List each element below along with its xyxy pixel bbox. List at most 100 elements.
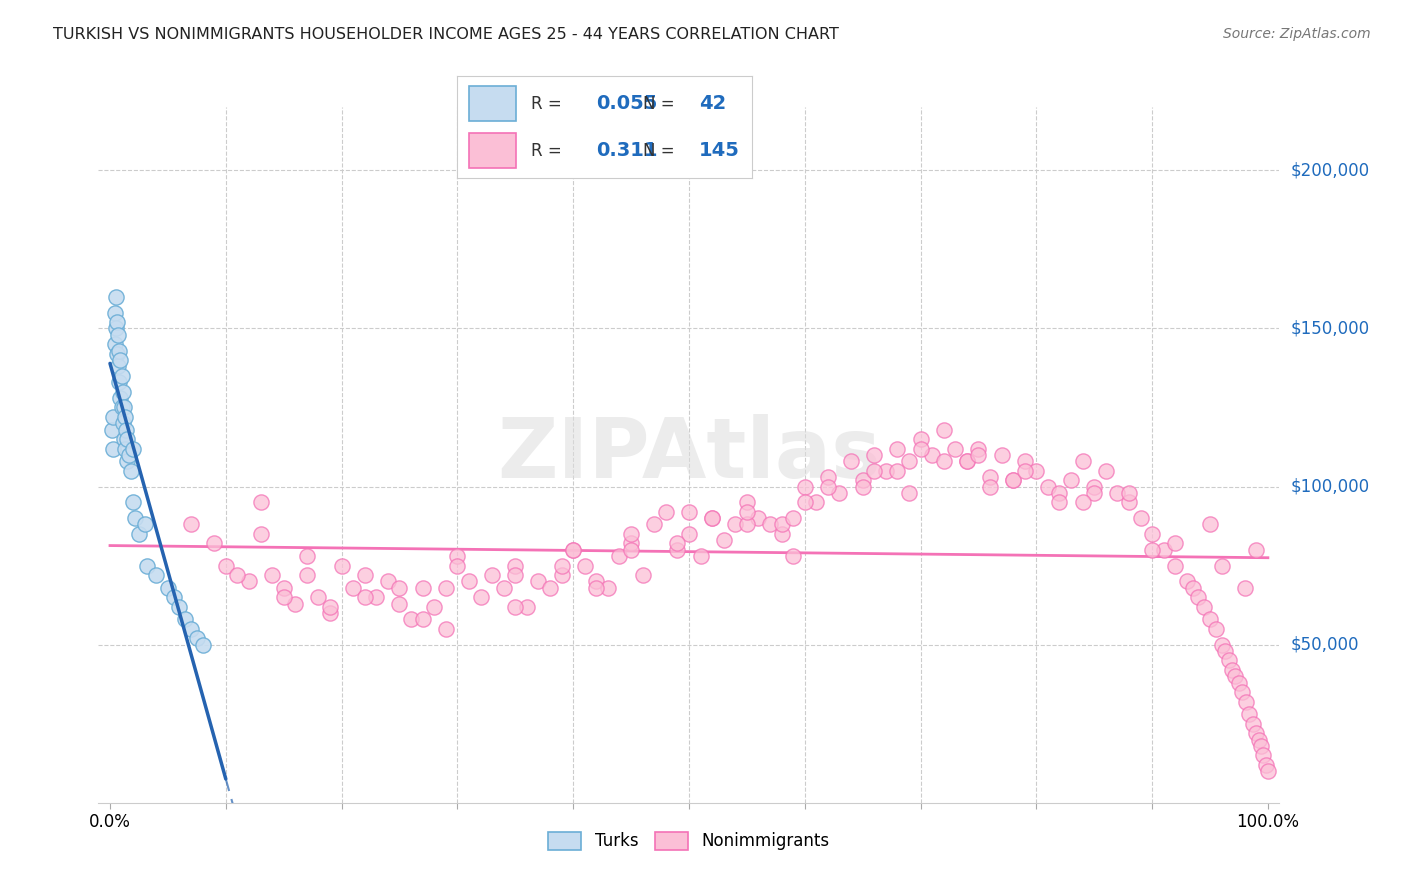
Point [180, 517, 202, 532]
Point [1211, 638, 1233, 652]
Point [620, 542, 643, 557]
Point [620, 527, 643, 541]
Point [111, 384, 134, 399]
Point [1153, 542, 1175, 557]
Point [1049, 495, 1071, 509]
Point [115, 423, 138, 437]
Point [295, 549, 318, 563]
Point [128, 527, 150, 541]
Point [470, 591, 492, 605]
Text: $150,000: $150,000 [1291, 319, 1369, 337]
Point [156, 581, 179, 595]
Point [782, 511, 804, 525]
Point [136, 558, 159, 573]
Point [1036, 479, 1059, 493]
Point [1164, 536, 1187, 550]
Point [108, 343, 131, 358]
Point [1164, 558, 1187, 573]
Point [1002, 473, 1025, 487]
Point [319, 599, 342, 614]
Point [180, 622, 202, 636]
Point [643, 517, 665, 532]
Point [1094, 464, 1116, 478]
Point [910, 442, 932, 456]
Point [678, 527, 700, 541]
Point [574, 558, 596, 573]
Point [562, 542, 585, 557]
Point [112, 401, 135, 415]
Point [273, 581, 295, 595]
Point [793, 479, 815, 493]
Point [191, 638, 214, 652]
Point [1107, 486, 1129, 500]
Point [700, 511, 723, 525]
Point [990, 448, 1012, 462]
Point [503, 568, 526, 582]
Point [979, 470, 1001, 484]
Point [782, 549, 804, 563]
Point [307, 591, 329, 605]
Point [1014, 454, 1036, 468]
Point [932, 423, 955, 437]
Text: TURKISH VS NONIMMIGRANTS HOUSEHOLDER INCOME AGES 25 - 44 YEARS CORRELATION CHART: TURKISH VS NONIMMIGRANTS HOUSEHOLDER INC… [53, 27, 839, 42]
Point [114, 409, 136, 424]
Point [1187, 591, 1209, 605]
Text: $100,000: $100,000 [1291, 477, 1369, 496]
Point [1232, 685, 1254, 699]
Point [215, 558, 238, 573]
Point [503, 599, 526, 614]
Point [678, 505, 700, 519]
Point [910, 432, 932, 446]
Point [105, 315, 128, 329]
Point [388, 597, 411, 611]
Point [481, 568, 503, 582]
Point [585, 581, 607, 595]
Point [1192, 599, 1215, 614]
FancyBboxPatch shape [468, 87, 516, 121]
Point [620, 536, 643, 550]
Point [1199, 612, 1222, 626]
Point [1211, 558, 1233, 573]
Text: N =: N = [643, 142, 681, 160]
Point [399, 612, 422, 626]
Point [434, 581, 457, 595]
Point [806, 495, 828, 509]
Point [103, 442, 125, 456]
Point [596, 581, 619, 595]
Point [1002, 473, 1025, 487]
Point [550, 568, 572, 582]
Point [897, 486, 920, 500]
Point [492, 581, 515, 595]
Point [124, 511, 146, 525]
Point [538, 581, 561, 595]
Point [169, 599, 191, 614]
Point [412, 612, 434, 626]
Point [700, 511, 723, 525]
Point [1225, 669, 1247, 683]
Point [423, 599, 446, 614]
Point [104, 321, 127, 335]
Point [112, 432, 135, 446]
Point [110, 353, 132, 368]
Point [249, 495, 271, 509]
Point [1140, 542, 1163, 557]
Point [609, 549, 631, 563]
Point [249, 527, 271, 541]
Point [735, 517, 758, 532]
Point [1257, 764, 1279, 779]
Point [110, 368, 132, 383]
Point [1181, 581, 1204, 595]
Point [1071, 495, 1094, 509]
Point [1218, 653, 1240, 667]
Point [956, 454, 979, 468]
Point [1241, 716, 1264, 731]
Point [238, 574, 260, 589]
Text: Source: ZipAtlas.com: Source: ZipAtlas.com [1223, 27, 1371, 41]
Point [1049, 486, 1071, 500]
Point [295, 568, 318, 582]
Point [284, 597, 307, 611]
Text: ZIPAtlas: ZIPAtlas [496, 415, 882, 495]
Point [1247, 732, 1270, 747]
Point [631, 568, 654, 582]
Point [108, 375, 131, 389]
